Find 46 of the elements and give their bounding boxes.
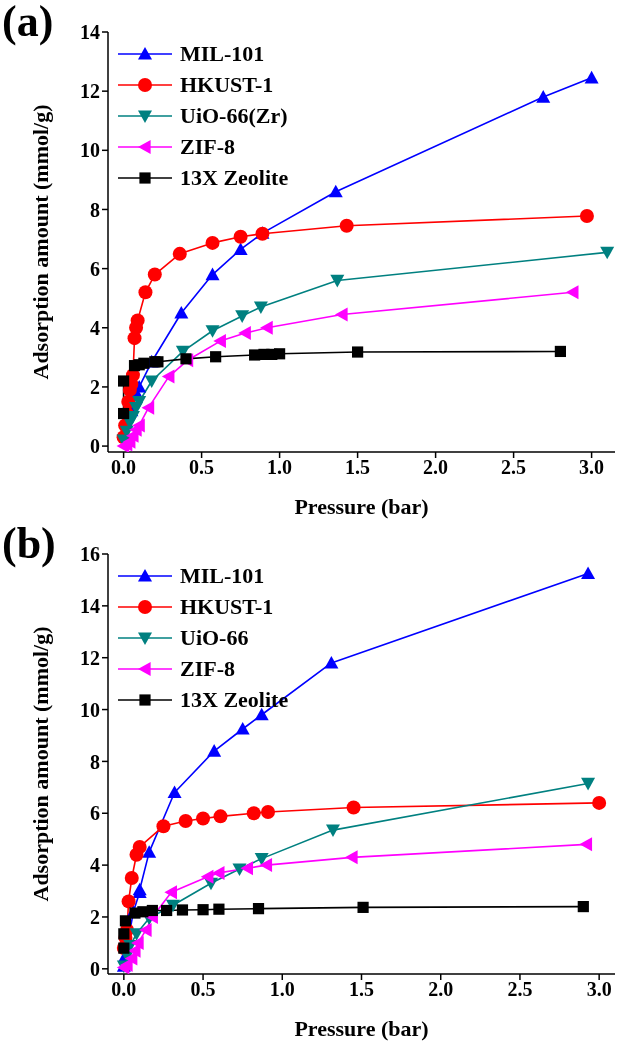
x-axis-title: Pressure (bar) [294,494,429,519]
x-tick-label: 3.0 [579,456,605,479]
x-tick-label: 0.5 [190,978,216,1001]
legend-label: MIL-101 [180,562,265,589]
y-tick-label: 4 [90,316,100,339]
y-tick-label: 4 [90,854,100,877]
y-tick-label: 16 [80,543,100,566]
y-tick-label: 10 [80,698,100,721]
legend-label: ZIF-8 [180,133,235,160]
chart-title: (b) [2,518,56,569]
y-tick-label: 2 [90,906,100,929]
x-tick-label: 2.0 [423,456,449,479]
x-tick-label: 0.0 [111,978,137,1001]
chart-title: (a) [2,0,54,47]
x-tick-label: 1.0 [269,978,295,1001]
y-tick-label: 12 [80,80,100,103]
y-tick-label: 0 [90,435,100,458]
legend-label: ZIF-8 [180,655,235,682]
legend-label: MIL-101 [180,40,265,67]
x-tick-label: 3.0 [586,978,612,1001]
legend-label: UiO-66(Zr) [180,102,288,129]
y-tick-label: 14 [80,594,100,617]
y-tick-label: 12 [80,646,100,669]
x-tick-label: 1.0 [267,456,293,479]
legend-label: 13X Zeolite [180,164,289,191]
y-tick-label: 2 [90,376,100,399]
y-tick-label: 6 [90,802,100,825]
x-axis-title: Pressure (bar) [294,1016,429,1041]
y-tick-label: 14 [80,21,100,44]
legend-label: HKUST-1 [180,71,274,98]
y-tick-label: 10 [80,139,100,162]
x-tick-label: 1.5 [345,456,371,479]
y-axis-title: Adsorption amount (mmol/g) [27,104,53,380]
y-tick-label: 8 [90,198,100,221]
y-tick-label: 0 [90,957,100,980]
y-tick-label: 6 [90,257,100,280]
x-tick-label: 2.5 [501,456,527,479]
x-tick-label: 2.5 [507,978,533,1001]
legend-label: HKUST-1 [180,593,274,620]
x-tick-label: 0.5 [189,456,215,479]
x-tick-label: 1.5 [349,978,374,1001]
legend-label: UiO-66 [180,624,249,651]
x-tick-label: 0.0 [111,456,137,479]
y-tick-label: 8 [90,750,100,773]
x-tick-label: 2.0 [428,978,454,1001]
y-axis-title: Adsorption amount (mmol/g) [27,626,53,902]
